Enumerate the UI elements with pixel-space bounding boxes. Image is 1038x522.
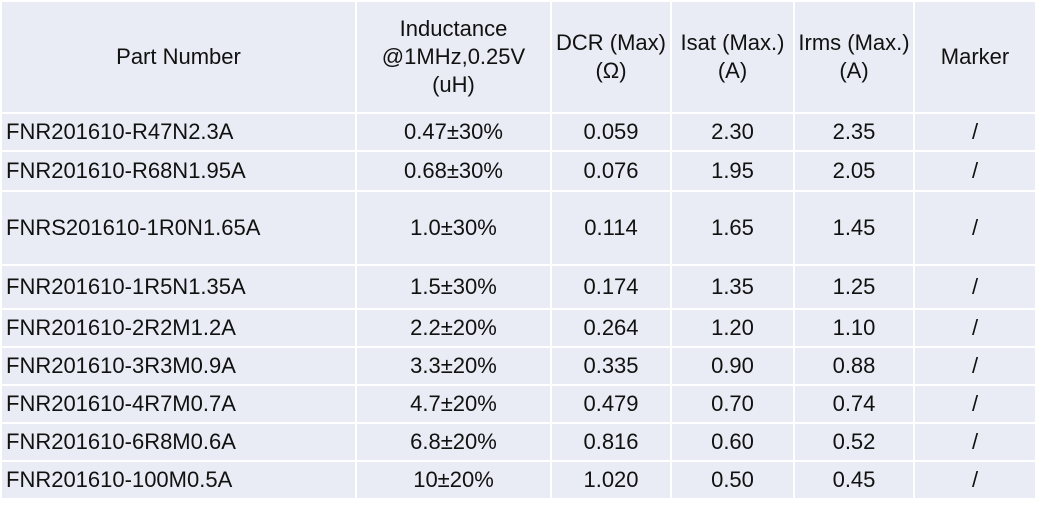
irms-cell: 0.74: [793, 384, 915, 424]
isat-cell: 2.30: [670, 112, 795, 152]
table-row: FNRS201610-1R0N1.65A 1.0±30% 0.114 1.65 …: [0, 190, 1037, 266]
table-row: FNR201610-1R5N1.35A 1.5±30% 0.174 1.35 1…: [0, 264, 1037, 310]
isat-cell: 1.65: [670, 190, 795, 266]
table-row: FNR201610-100M0.5A 10±20% 1.020 0.50 0.4…: [0, 460, 1037, 500]
inductance-cell: 2.2±20%: [355, 308, 552, 348]
isat-cell: 1.35: [670, 264, 795, 310]
inductor-spec-table: Part Number Inductance @1MHz,0.25V (uH) …: [0, 0, 1037, 500]
table-row: FNR201610-4R7M0.7A 4.7±20% 0.479 0.70 0.…: [0, 384, 1037, 424]
table-row: FNR201610-6R8M0.6A 6.8±20% 0.816 0.60 0.…: [0, 422, 1037, 462]
isat-cell: 0.50: [670, 460, 795, 500]
irms-cell: 2.35: [793, 112, 915, 152]
inductance-cell: 1.5±30%: [355, 264, 552, 310]
part-number-cell: FNR201610-2R2M1.2A: [0, 308, 357, 348]
isat-cell: 1.95: [670, 150, 795, 192]
marker-cell: /: [913, 384, 1037, 424]
header-isat: Isat (Max.) (A): [670, 0, 795, 114]
inductance-cell: 0.47±30%: [355, 112, 552, 152]
part-number-cell: FNR201610-6R8M0.6A: [0, 422, 357, 462]
irms-cell: 1.45: [793, 190, 915, 266]
part-number-cell: FNRS201610-1R0N1.65A: [0, 190, 357, 266]
dcr-cell: 0.076: [550, 150, 672, 192]
dcr-cell: 0.264: [550, 308, 672, 348]
header-part-number: Part Number: [0, 0, 357, 114]
dcr-cell: 0.059: [550, 112, 672, 152]
inductance-cell: 3.3±20%: [355, 346, 552, 386]
inductance-cell: 10±20%: [355, 460, 552, 500]
irms-cell: 0.45: [793, 460, 915, 500]
marker-cell: /: [913, 190, 1037, 266]
marker-cell: /: [913, 422, 1037, 462]
isat-cell: 0.70: [670, 384, 795, 424]
inductance-cell: 6.8±20%: [355, 422, 552, 462]
marker-cell: /: [913, 150, 1037, 192]
isat-cell: 0.60: [670, 422, 795, 462]
table-row: FNR201610-3R3M0.9A 3.3±20% 0.335 0.90 0.…: [0, 346, 1037, 386]
irms-cell: 1.10: [793, 308, 915, 348]
isat-cell: 1.20: [670, 308, 795, 348]
inductance-cell: 4.7±20%: [355, 384, 552, 424]
irms-cell: 1.25: [793, 264, 915, 310]
header-dcr: DCR (Max) (Ω): [550, 0, 672, 114]
marker-cell: /: [913, 460, 1037, 500]
header-row: Part Number Inductance @1MHz,0.25V (uH) …: [0, 0, 1037, 114]
irms-cell: 2.05: [793, 150, 915, 192]
irms-cell: 0.88: [793, 346, 915, 386]
dcr-cell: 1.020: [550, 460, 672, 500]
part-number-cell: FNR201610-100M0.5A: [0, 460, 357, 500]
inductance-cell: 0.68±30%: [355, 150, 552, 192]
dcr-cell: 0.114: [550, 190, 672, 266]
marker-cell: /: [913, 112, 1037, 152]
dcr-cell: 0.174: [550, 264, 672, 310]
part-number-cell: FNR201610-3R3M0.9A: [0, 346, 357, 386]
spec-table-container: Part Number Inductance @1MHz,0.25V (uH) …: [0, 0, 1037, 500]
isat-cell: 0.90: [670, 346, 795, 386]
header-irms: Irms (Max.) (A): [793, 0, 915, 114]
part-number-cell: FNR201610-R68N1.95A: [0, 150, 357, 192]
part-number-cell: FNR201610-1R5N1.35A: [0, 264, 357, 310]
inductance-cell: 1.0±30%: [355, 190, 552, 266]
header-marker: Marker: [913, 0, 1037, 114]
marker-cell: /: [913, 264, 1037, 310]
part-number-cell: FNR201610-R47N2.3A: [0, 112, 357, 152]
dcr-cell: 0.335: [550, 346, 672, 386]
table-row: FNR201610-R68N1.95A 0.68±30% 0.076 1.95 …: [0, 150, 1037, 192]
irms-cell: 0.52: [793, 422, 915, 462]
marker-cell: /: [913, 346, 1037, 386]
part-number-cell: FNR201610-4R7M0.7A: [0, 384, 357, 424]
marker-cell: /: [913, 308, 1037, 348]
table-row: FNR201610-2R2M1.2A 2.2±20% 0.264 1.20 1.…: [0, 308, 1037, 348]
dcr-cell: 0.479: [550, 384, 672, 424]
header-inductance: Inductance @1MHz,0.25V (uH): [355, 0, 552, 114]
dcr-cell: 0.816: [550, 422, 672, 462]
table-row: FNR201610-R47N2.3A 0.47±30% 0.059 2.30 2…: [0, 112, 1037, 152]
